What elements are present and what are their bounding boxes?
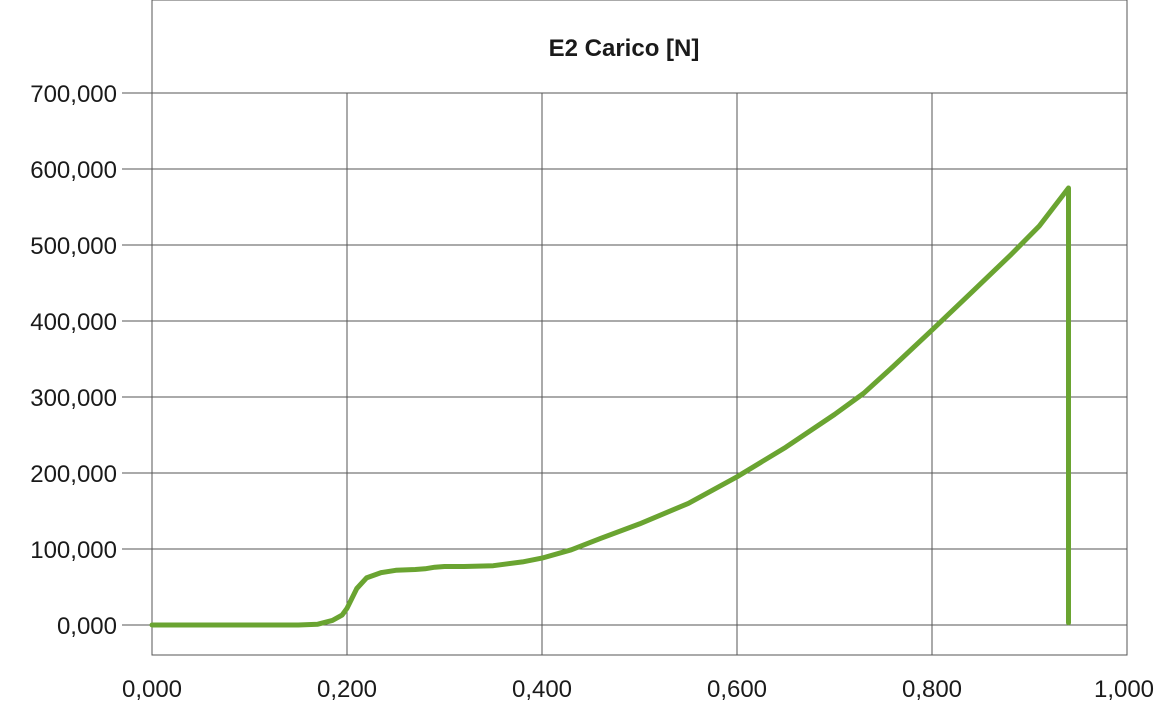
y-tick-label: 0,000 (57, 613, 117, 640)
y-tick-label: 100,000 (30, 537, 117, 564)
x-tick-label: 1,000 (1094, 676, 1154, 703)
grid-lines (122, 92, 1128, 655)
y-tick-label: 200,000 (30, 461, 117, 488)
x-tick-label: 0,600 (707, 676, 767, 703)
y-tick-label: 500,000 (30, 233, 117, 260)
y-tick-label: 700,000 (30, 81, 117, 108)
x-tick-label: 0,000 (122, 676, 182, 703)
x-tick-label: 0,800 (902, 676, 962, 703)
y-tick-label: 400,000 (30, 309, 117, 336)
x-tick-label: 0,200 (317, 676, 377, 703)
y-tick-label: 600,000 (30, 157, 117, 184)
x-axis-ticks: 0,000 0,200 0,400 0,600 0,800 1,000 (122, 676, 1154, 703)
y-tick-label: 300,000 (30, 385, 117, 412)
plot-frame (151, 0, 1128, 656)
y-axis-ticks: 0,000 100,000 200,000 300,000 400,000 500,000… (30, 81, 117, 640)
x-tick-label: 0,400 (512, 676, 572, 703)
chart-title: E2 Carico [N] (549, 35, 700, 62)
series-layer (149, 185, 1071, 628)
series-line (149, 185, 1071, 628)
